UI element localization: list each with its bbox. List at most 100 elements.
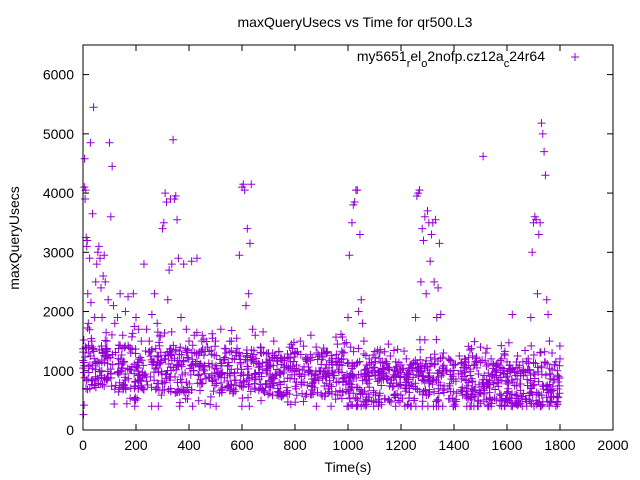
data-point — [409, 358, 418, 367]
data-point — [102, 352, 111, 361]
data-point — [142, 325, 151, 334]
data-point — [470, 360, 479, 369]
data-point — [100, 251, 109, 260]
data-point — [418, 376, 427, 385]
data-point — [340, 339, 349, 348]
data-point — [127, 332, 136, 341]
data-point — [485, 388, 494, 397]
data-point — [393, 389, 402, 398]
data-point — [157, 367, 166, 376]
data-point — [551, 402, 560, 411]
data-point — [80, 401, 89, 410]
data-point — [311, 367, 320, 376]
data-point — [194, 371, 203, 380]
data-point — [138, 371, 147, 380]
data-point — [376, 359, 385, 368]
data-point — [88, 343, 97, 352]
data-point — [118, 331, 127, 340]
data-point — [100, 374, 109, 383]
data-point — [522, 357, 531, 366]
data-point — [439, 364, 448, 373]
data-point — [83, 289, 92, 298]
data-point — [119, 385, 128, 394]
data-point — [84, 362, 93, 371]
data-point — [349, 347, 358, 356]
data-point — [502, 373, 511, 382]
data-point — [533, 289, 542, 298]
data-point — [88, 209, 97, 218]
data-point — [500, 351, 509, 360]
data-point — [458, 369, 467, 378]
data-point — [102, 375, 111, 384]
data-point — [100, 382, 109, 391]
data-point — [233, 344, 242, 353]
data-point — [150, 289, 159, 298]
data-point — [121, 307, 130, 316]
data-point — [211, 342, 220, 351]
data-point — [217, 386, 226, 395]
x-tick-label: 1000 — [332, 437, 363, 453]
x-tick-label: 1600 — [491, 437, 522, 453]
data-point — [216, 325, 225, 334]
data-point — [410, 394, 419, 403]
data-point — [89, 344, 98, 353]
data-point — [411, 313, 420, 322]
data-point — [357, 402, 366, 411]
data-point — [544, 310, 553, 319]
data-point — [277, 392, 286, 401]
data-point — [333, 340, 342, 349]
data-point — [202, 337, 211, 346]
data-point — [521, 346, 530, 355]
data-point — [298, 389, 307, 398]
data-point — [244, 364, 253, 373]
data-point — [395, 380, 404, 389]
data-point — [275, 378, 284, 387]
data-point — [435, 239, 444, 248]
data-point — [236, 378, 245, 387]
data-point — [105, 138, 114, 147]
data-point — [452, 389, 461, 398]
data-point — [256, 343, 265, 352]
data-point — [252, 354, 261, 363]
data-point — [90, 354, 99, 363]
data-point — [483, 344, 492, 353]
data-point — [221, 344, 230, 353]
data-point — [92, 260, 101, 269]
data-point — [201, 399, 210, 408]
data-point — [431, 215, 440, 224]
data-point — [345, 371, 354, 380]
data-point — [176, 343, 185, 352]
data-point — [416, 277, 425, 286]
data-point — [479, 152, 488, 161]
legend-label: my5651relo2nofp.cz12ac24r64 — [357, 48, 545, 70]
data-point — [128, 329, 137, 338]
data-point — [147, 310, 156, 319]
data-point — [163, 295, 172, 304]
data-point — [91, 383, 100, 392]
data-point — [90, 313, 99, 322]
data-point — [373, 377, 382, 386]
data-point — [321, 364, 330, 373]
data-point — [165, 376, 174, 385]
data-point — [134, 364, 143, 373]
data-point — [434, 396, 443, 405]
data-point — [537, 402, 546, 411]
data-point — [321, 389, 330, 398]
data-point — [126, 344, 135, 353]
data-point — [369, 388, 378, 397]
data-point — [508, 390, 517, 399]
data-point — [299, 397, 308, 406]
x-tick-label: 1800 — [544, 437, 575, 453]
data-point — [139, 361, 148, 370]
data-point — [238, 394, 247, 403]
data-point — [171, 192, 180, 201]
data-point — [194, 396, 203, 405]
data-point — [553, 392, 562, 401]
data-point — [170, 354, 179, 363]
data-point — [273, 387, 282, 396]
data-point — [240, 186, 249, 195]
data-point — [415, 367, 424, 376]
x-tick-label: 400 — [177, 437, 201, 453]
data-point — [496, 356, 505, 365]
data-point — [177, 362, 186, 371]
